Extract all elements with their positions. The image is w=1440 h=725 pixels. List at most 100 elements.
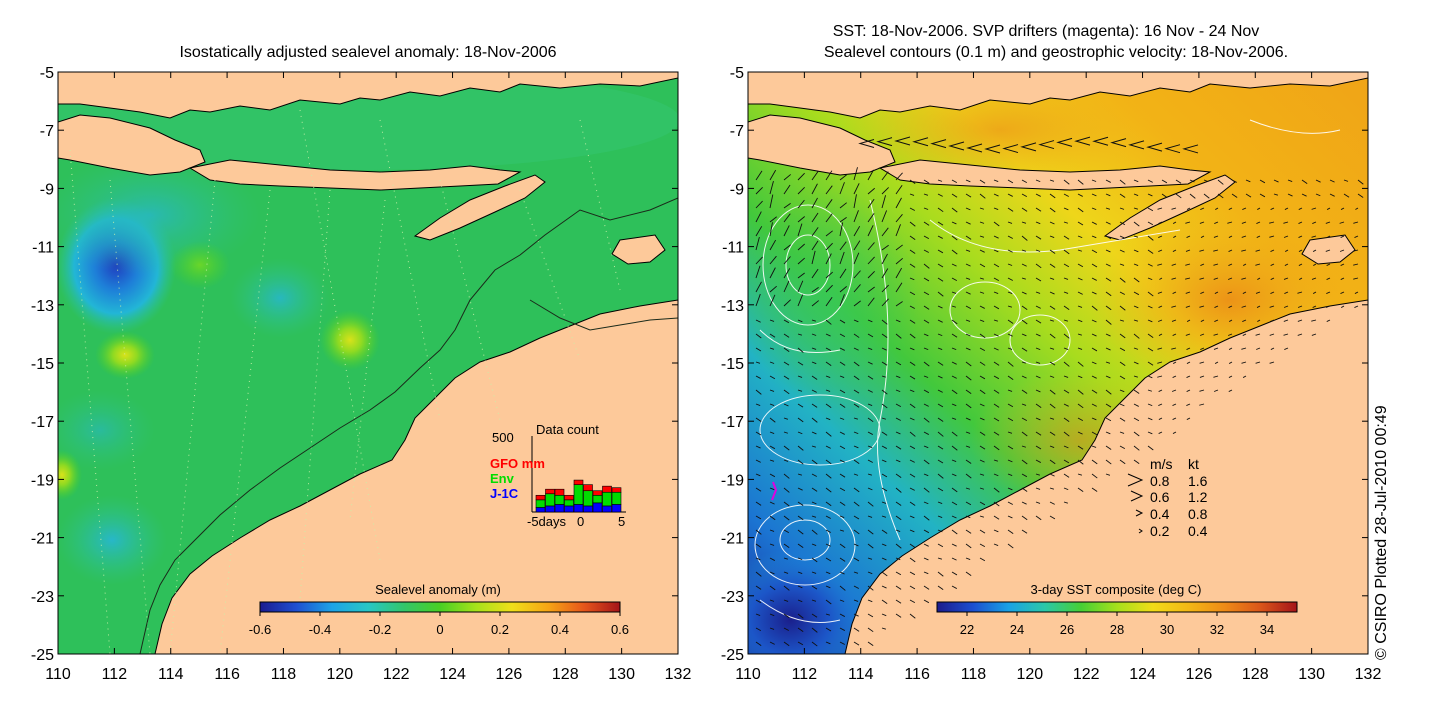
velocity-arrow [1158, 431, 1163, 434]
data-count-bar-j1c [602, 505, 612, 513]
velocity-arrow [951, 445, 958, 451]
velocity-arrow [1105, 235, 1112, 240]
velocity-arrow [825, 599, 832, 605]
velocity-arrow [881, 543, 887, 547]
velocity-arrow [1119, 431, 1125, 434]
velocity-arrow [755, 403, 761, 407]
velocity-arrow [1119, 179, 1126, 185]
velocity-arrow [1007, 305, 1012, 308]
velocity-arrow [1105, 291, 1112, 297]
velocity-arrow [979, 221, 985, 224]
velocity-arrow [1021, 459, 1028, 465]
velocity-legend: m/s kt 0.8 1.6 0.6 1.2 0.4 0.8 0.2 0.4 [1127, 456, 1208, 539]
velocity-arrow [909, 319, 916, 324]
velocity-arrow [993, 431, 1000, 436]
velocity-arrow [853, 252, 860, 265]
velocity-arrow [769, 216, 777, 223]
velocity-arrow [853, 403, 860, 408]
velocity-arrow [825, 529, 831, 533]
velocity-arrow [948, 141, 965, 151]
velocity-arrow [811, 641, 818, 647]
velocity-arrow [923, 543, 929, 547]
data-count-bar-env [564, 499, 574, 507]
velocity-arrow [937, 263, 944, 268]
velocity-arrow [1133, 389, 1140, 394]
velocity-arrow [1091, 277, 1097, 281]
velocity-arrow [811, 431, 817, 435]
velocity-arrow [937, 361, 944, 366]
velocity-arrow [1063, 221, 1069, 224]
velocity-arrow [1147, 221, 1154, 226]
velocity-arrow [1119, 263, 1125, 266]
velocity-arrow [783, 299, 791, 307]
velocity-arrow [811, 183, 818, 195]
velocity-arrow [825, 571, 831, 575]
velocity-arrow [881, 529, 888, 534]
velocity-arrow [1049, 487, 1054, 490]
velocity-arrow [1298, 221, 1303, 224]
velocity-arrow [797, 417, 804, 423]
velocity-arrow [1199, 361, 1205, 364]
velocity-arrow [825, 445, 831, 449]
velocity-arrow [1021, 179, 1028, 183]
velocity-arrow [1049, 473, 1055, 477]
velocity-arrow [853, 431, 859, 435]
velocity-arrow [769, 375, 776, 380]
velocity-arrow [1063, 277, 1069, 280]
velocity-arrow [867, 459, 873, 463]
velocity-arrow [965, 375, 972, 381]
velocity-arrow [1157, 263, 1163, 266]
velocity-arrow [1283, 319, 1289, 322]
velocity-arrow [881, 195, 887, 209]
velocity-arrow [783, 403, 789, 407]
velocity-arrow [1092, 136, 1109, 146]
velocity-arrow [797, 375, 803, 378]
geostrophic-velocity-arrows [755, 136, 1364, 647]
velocity-arrow [894, 136, 911, 146]
velocity-arrow [755, 473, 761, 477]
velocity-arrow [755, 293, 761, 307]
velocity-arrow [965, 193, 972, 198]
velocity-arrow [1158, 403, 1163, 406]
x-axis-tick-label: 110 [735, 666, 761, 683]
left-panel-title: Isostatically adjusted sealevel anomaly:… [179, 44, 556, 61]
velocity-arrow [1311, 277, 1317, 280]
velocity-arrow [1172, 431, 1177, 434]
y-axis-tick-label: -9 [730, 181, 744, 198]
velocity-arrow [895, 431, 901, 435]
velocity-arrow [1049, 319, 1054, 322]
velocity-arrow [797, 557, 803, 561]
velocity-arrow [1035, 361, 1041, 364]
velocity-arrow [1035, 417, 1041, 421]
velocity-arrow [1283, 277, 1289, 280]
y-axis-tick-label: -19 [31, 472, 54, 489]
velocity-arrow [1269, 235, 1275, 238]
velocity-arrow [769, 417, 776, 423]
y-axis-tick-label: -7 [40, 123, 54, 140]
velocity-arrow [909, 207, 915, 211]
velocity-arrow [839, 202, 847, 209]
velocity-arrow [1077, 235, 1083, 239]
velocity-arrow [867, 319, 873, 323]
velocity-arrow [1049, 207, 1056, 213]
velocity-arrow [1021, 487, 1028, 492]
velocity-arrow [867, 487, 873, 491]
velocity-arrow [825, 253, 832, 265]
velocity-arrow [1063, 263, 1070, 268]
velocity-arrow [867, 256, 875, 265]
velocity-arrow [797, 543, 804, 549]
velocity-arrow [839, 389, 846, 394]
colorbar-tick-label: 34 [1260, 622, 1274, 637]
velocity-arrow [1049, 277, 1055, 280]
velocity-arrow [993, 361, 1000, 366]
velocity-arrow [1021, 277, 1026, 280]
velocity-arrow [1074, 136, 1091, 146]
velocity-arrow [1185, 305, 1191, 308]
velocity-arrow [1007, 221, 1013, 224]
velocity-arrow [1133, 361, 1139, 365]
velocity-arrow [825, 296, 833, 307]
velocity-arrow [1035, 235, 1042, 240]
velocity-arrow [797, 257, 805, 265]
velocity-arrow [951, 543, 957, 547]
velocity-arrow [1133, 207, 1139, 210]
